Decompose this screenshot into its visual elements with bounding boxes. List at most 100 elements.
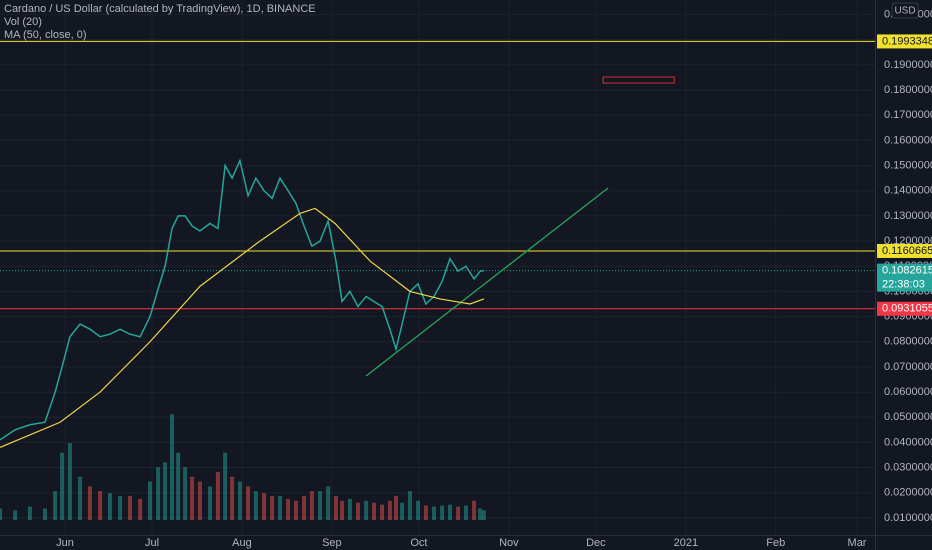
volume-bar <box>208 486 213 520</box>
y-tick-label: 0.02000000 <box>884 487 932 499</box>
volume <box>0 414 486 520</box>
y-tick-label: 0.07000000 <box>884 361 932 373</box>
volume-bar <box>27 506 32 520</box>
volume-bar <box>478 508 483 520</box>
volume-bar <box>333 495 338 520</box>
volume-bar <box>223 452 228 520</box>
volume-bar <box>364 500 369 520</box>
volume-bar <box>197 481 202 520</box>
x-tick-label: 2021 <box>674 537 698 549</box>
y-tick-label: 0.13000000 <box>884 210 932 222</box>
volume-bar <box>326 486 331 520</box>
volume-bar <box>440 505 445 520</box>
currency-box[interactable] <box>891 2 919 19</box>
volume-bar <box>380 504 385 520</box>
volume-bar <box>246 486 251 520</box>
x-tick-label: Dec <box>586 537 606 549</box>
volume-bar <box>147 481 152 520</box>
axis: 0.01000000 0.02000000 0.03000000 0.04000000… <box>56 9 932 549</box>
volume-bar <box>156 467 161 520</box>
y-tick-label: 0.05000000 <box>884 411 932 423</box>
volume-bar <box>176 452 181 520</box>
volume-bar <box>347 498 352 520</box>
y-tick-label: 0.08000000 <box>884 336 932 348</box>
volume-bar <box>302 495 307 520</box>
volume-bar <box>277 495 282 520</box>
volume-bar <box>87 486 92 520</box>
level-label: 0.11606658 <box>882 245 932 257</box>
drawn-rectangle <box>602 76 675 84</box>
volume-bar <box>78 476 83 520</box>
volume-bar <box>456 506 461 520</box>
y-tick-label: 0.15000000 <box>884 159 932 171</box>
currency: USD <box>894 6 915 17</box>
x-tick-label: Aug <box>232 537 252 549</box>
volume-bar <box>98 491 103 520</box>
volume-bar <box>447 504 452 520</box>
volume-bar <box>107 493 112 520</box>
level-tag <box>877 34 932 49</box>
volume-bar <box>138 498 143 520</box>
volume-bar <box>127 495 132 520</box>
level-label: 0.19933486 <box>882 35 932 47</box>
volume-bar <box>356 502 361 520</box>
volume-bar <box>67 443 72 520</box>
y-tick-label: 0.06000000 <box>884 386 932 398</box>
volume-bar <box>237 481 242 520</box>
volume-bar <box>230 476 235 520</box>
indicator-label: Vol (20) <box>4 16 42 28</box>
y-tick-label: 0.04000000 <box>884 436 932 448</box>
volume-bar <box>400 502 405 520</box>
y-tick-label: 0.17000000 <box>884 109 932 121</box>
volume-bar <box>262 493 267 520</box>
trendline <box>365 187 609 377</box>
x-tick-label: Nov <box>499 537 519 549</box>
volume-bar <box>481 510 486 520</box>
volume-bar <box>387 500 392 520</box>
x-tick-label: Oct <box>410 537 427 549</box>
volume-bar <box>183 467 188 520</box>
x-tick-label: Jun <box>56 537 74 549</box>
y-tick-label: 0.18000000 <box>884 84 932 96</box>
volume-bar <box>163 462 168 520</box>
volume-bar <box>309 491 314 520</box>
last-price-label: 0.10826158 <box>882 265 932 277</box>
price-line <box>0 158 485 441</box>
volume-bar <box>13 510 18 520</box>
volume-bar <box>293 500 298 520</box>
volume-bar <box>0 508 2 520</box>
x-tick-label: Sep <box>322 537 342 549</box>
level-tag <box>877 301 932 316</box>
volume-bar <box>286 498 291 520</box>
x-tick-label: Mar <box>848 537 867 549</box>
x-tick-label: Jul <box>145 537 159 549</box>
volume-bar <box>340 500 345 520</box>
volume-bar <box>253 491 258 520</box>
volume-bar <box>270 495 275 520</box>
countdown: 22:38:03 <box>882 279 925 291</box>
last-price-tag <box>877 263 932 292</box>
volume-bar <box>215 471 220 520</box>
chart-title: Cardano / US Dollar (calculated by Tradi… <box>4 3 316 15</box>
volume-bar <box>170 414 175 520</box>
volume-bar <box>394 495 399 520</box>
volume-bar <box>416 500 421 520</box>
plot <box>0 40 875 448</box>
volume-bar <box>318 491 323 520</box>
y-tick-label: 0.14000000 <box>884 185 932 197</box>
volume-bar <box>432 506 437 520</box>
y-tick-label: 0.16000000 <box>884 134 932 146</box>
level-label: 0.09310551 <box>882 303 932 315</box>
volume-bar <box>407 491 412 520</box>
volume-bar <box>53 491 58 520</box>
y-tick-label: 0.03000000 <box>884 461 932 473</box>
volume-bar <box>190 476 195 520</box>
volume-bar <box>118 495 123 520</box>
indicator-label: MA (50, close, 0) <box>4 29 87 41</box>
volume-bar <box>423 505 428 520</box>
volume-bar <box>371 502 376 520</box>
grid <box>0 0 875 535</box>
y-tick-label: 0.01000000 <box>884 512 932 524</box>
